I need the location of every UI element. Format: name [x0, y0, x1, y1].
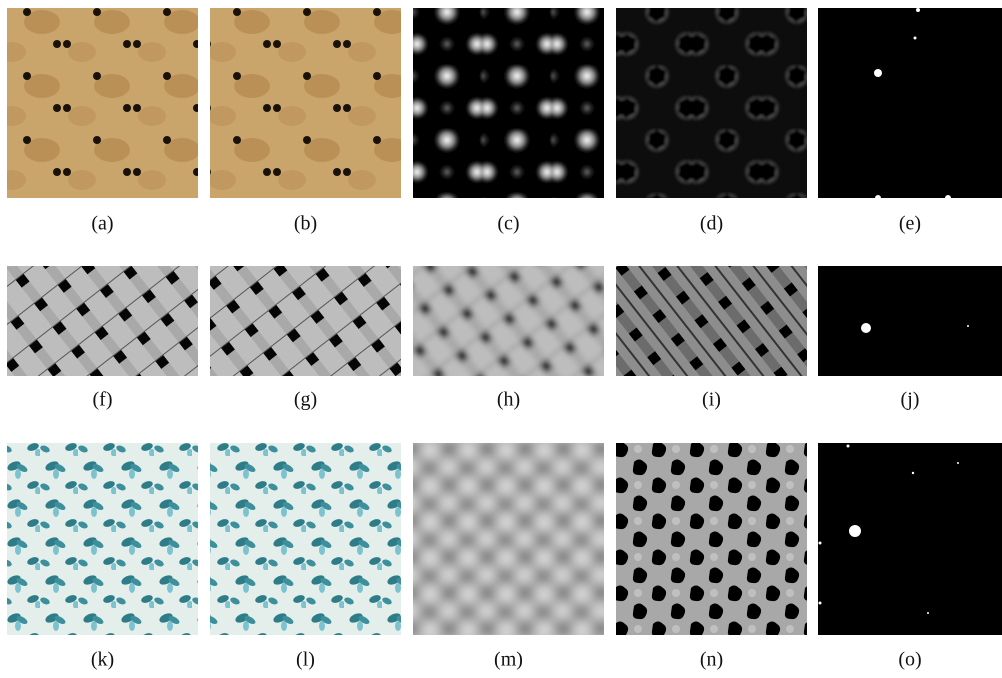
- caption: (m): [494, 649, 523, 671]
- figure: (a) (b) (c) (d) (e) (f) (g) (h) (i) (j) (k) (l) (m) (…: [0, 0, 1002, 678]
- mask-bg: [818, 8, 1002, 198]
- panel: (h): [403, 256, 614, 411]
- speck: [875, 195, 881, 201]
- texture: [403, 0, 614, 208]
- caption: (k): [91, 649, 114, 671]
- speck: [957, 462, 959, 464]
- caption: (e): [899, 213, 921, 235]
- caption: (b): [294, 213, 317, 235]
- panel: (i): [606, 256, 817, 411]
- panel-image: [0, 256, 208, 386]
- panel: (f): [0, 256, 208, 411]
- caption: (d): [700, 213, 723, 235]
- caption: (o): [898, 649, 921, 671]
- caption: (a): [91, 213, 113, 235]
- panel-image: [606, 0, 817, 208]
- panel-image: [200, 433, 411, 645]
- panel: (k): [0, 433, 208, 671]
- mask-bg: [818, 443, 1002, 635]
- caption: (j): [901, 389, 920, 411]
- caption: (h): [497, 389, 520, 411]
- caption: (g): [294, 389, 317, 411]
- panel-image: [606, 433, 817, 645]
- caption: (i): [702, 389, 721, 411]
- texture: [403, 433, 614, 645]
- panel-image: [200, 0, 411, 208]
- panel-image: [0, 0, 208, 208]
- texture: [606, 0, 817, 208]
- panel: (b): [200, 0, 411, 235]
- panel-image: [403, 256, 614, 386]
- speck: [916, 8, 920, 12]
- panel: (l): [200, 433, 411, 671]
- speck: [849, 525, 861, 537]
- panel-image: [818, 443, 1002, 635]
- caption: (l): [296, 649, 315, 671]
- mask-bg: [818, 266, 1002, 376]
- speck: [927, 612, 929, 614]
- panel: (n): [606, 433, 817, 671]
- texture: [606, 433, 817, 645]
- texture: [403, 256, 614, 386]
- texture: [200, 0, 411, 208]
- panel-image: [0, 433, 208, 645]
- panel: (a): [0, 0, 208, 235]
- panel-image: [200, 256, 411, 386]
- texture: [200, 256, 411, 386]
- panel: (d): [606, 0, 817, 235]
- speck: [861, 323, 871, 333]
- caption: (f): [93, 389, 113, 411]
- speck: [914, 37, 917, 40]
- speck: [912, 472, 914, 474]
- texture: [200, 433, 411, 645]
- texture: [606, 256, 817, 386]
- panel: (j): [818, 266, 1002, 411]
- caption: (c): [497, 213, 519, 235]
- speck: [819, 542, 822, 545]
- caption: (n): [700, 649, 723, 671]
- panel-image: [818, 8, 1002, 201]
- speck: [945, 195, 951, 201]
- panel-image: [403, 433, 614, 645]
- texture: [0, 0, 208, 208]
- panel: (g): [200, 256, 411, 411]
- panel: (e): [818, 8, 1002, 235]
- speck: [874, 69, 882, 77]
- panel: (c): [403, 0, 614, 235]
- speck: [967, 325, 969, 327]
- panel: (m): [403, 433, 614, 671]
- speck: [847, 445, 850, 448]
- speck: [819, 602, 822, 605]
- texture: [0, 256, 208, 386]
- panel-image: [606, 256, 817, 386]
- panel: (o): [818, 443, 1002, 671]
- panel-image: [818, 266, 1002, 376]
- texture: [0, 433, 208, 645]
- panel-image: [403, 0, 614, 208]
